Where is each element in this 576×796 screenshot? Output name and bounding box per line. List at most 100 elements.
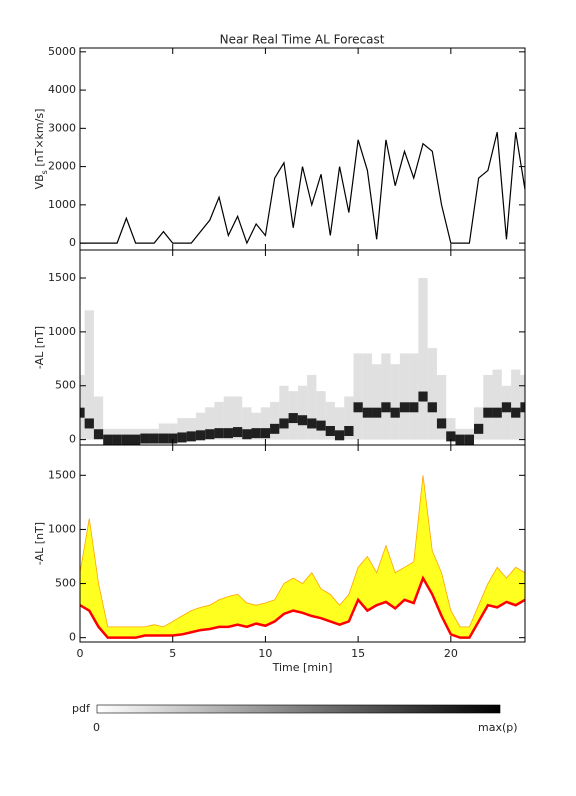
pdf-spread [223, 396, 233, 440]
y-tick-label: 0 [69, 236, 76, 249]
y-tick-label: 2000 [48, 160, 76, 173]
pdf-mode [297, 415, 308, 426]
pdf-spread [232, 396, 243, 440]
plot-area [80, 475, 525, 639]
pdf-spread [334, 407, 345, 440]
pdf-mode [455, 434, 465, 445]
pdf-spread [121, 428, 131, 440]
pdf-mode [93, 429, 104, 440]
x-tick-label: 10 [258, 647, 272, 660]
pdf-spread [103, 428, 113, 440]
pdf-spread [80, 374, 85, 440]
pdf-mode [362, 407, 373, 418]
pdf-spread [418, 278, 428, 440]
x-tick-label: 15 [351, 647, 365, 660]
pdf-spread [195, 412, 206, 440]
pdf-spread [446, 418, 456, 440]
y-tick-label: 4000 [48, 83, 76, 96]
pdf-spread [186, 418, 196, 440]
pdf-spread [251, 412, 261, 440]
pdf-spread [168, 423, 178, 440]
y-axis-label: -AL [nT] [33, 326, 46, 369]
pdf-mode [205, 429, 215, 440]
pdf-mode [223, 428, 233, 439]
pdf-spread [464, 428, 475, 440]
pdf-mode [130, 434, 141, 445]
pdf-mode [168, 433, 178, 444]
pdf-mode [316, 420, 326, 431]
y-tick-label: 1000 [48, 198, 76, 211]
y-label-sub: s [40, 170, 49, 174]
x-tick-label: 0 [77, 647, 84, 660]
pdf-mode [418, 391, 428, 402]
y-tick-label: 1500 [48, 468, 76, 481]
colorbar-min: 0 [93, 721, 100, 734]
pdf-spread [381, 353, 391, 440]
pdf-mode [344, 425, 354, 436]
pdf-mode [140, 433, 150, 444]
pdf-mode [121, 434, 131, 445]
pdf-mode [464, 434, 475, 445]
x-tick-label: 5 [169, 647, 176, 660]
pdf-spread [158, 423, 169, 440]
axes-frame [79, 444, 526, 643]
pdf-mode [270, 423, 280, 434]
pdf-spread [260, 407, 271, 440]
pdf-spread [84, 310, 94, 440]
pdf-mode [251, 428, 261, 439]
y-tick-label: 0 [69, 631, 76, 644]
y-tick-label: 1000 [48, 522, 76, 535]
pdf-spread [353, 353, 363, 440]
pdf-spread [307, 374, 317, 440]
pdf-spread [372, 364, 382, 440]
pdf-mode [511, 407, 521, 418]
colorbar-max: max(p) [478, 721, 518, 734]
pdf-mode [427, 402, 437, 413]
pdf-mode [381, 402, 391, 413]
pdf-mode [436, 418, 447, 429]
y-tick-label: 1000 [48, 325, 76, 338]
pdf-spread [511, 369, 521, 440]
pdf-mode [214, 428, 224, 439]
data-line [80, 132, 525, 245]
pdf-mode [149, 433, 159, 444]
pdf-mode [353, 402, 363, 413]
colorbar-title: pdf [72, 702, 91, 715]
pdf-spread [325, 401, 335, 440]
pdf-mode [483, 407, 493, 418]
pdf-mode [242, 429, 252, 440]
pdf-spread [130, 428, 141, 440]
pdf-mode [158, 433, 169, 444]
pdf-mode [288, 413, 298, 424]
pdf-spread [455, 428, 465, 440]
y-axis-label: VBs [nT×km/s] [33, 109, 49, 190]
y-tick-label: 5000 [48, 45, 76, 58]
pdf-mode [186, 431, 196, 442]
y-tick-label: 500 [55, 577, 76, 590]
colorbar [96, 704, 501, 714]
y-tick-label: 1500 [48, 271, 76, 284]
pdf-spread [93, 396, 104, 440]
pdf-spread [501, 385, 512, 440]
y-tick-label: 3000 [48, 121, 76, 134]
pdf-mode [446, 431, 456, 442]
pdf-spread [362, 353, 373, 440]
pdf-spread [492, 369, 502, 440]
pdf-spread [483, 374, 493, 440]
pdf-spread [409, 353, 419, 440]
pdf-mode [501, 402, 512, 413]
pdf-mode [195, 430, 206, 441]
pdf-mode [334, 430, 345, 441]
pdf-mode [260, 428, 271, 439]
pdf-spread [214, 401, 224, 440]
x-axis-label: Time [min] [272, 661, 333, 674]
pdf-mode [325, 425, 335, 436]
y-label-unit: [nT×km/s] [33, 109, 46, 171]
pdf-mode [177, 432, 187, 443]
pdf-spread [344, 396, 354, 440]
plot-area [80, 132, 525, 245]
pdf-spread [399, 353, 410, 440]
y-label-main: VB [33, 174, 46, 189]
pdf-mode [84, 418, 94, 429]
axes-frame [79, 47, 526, 251]
